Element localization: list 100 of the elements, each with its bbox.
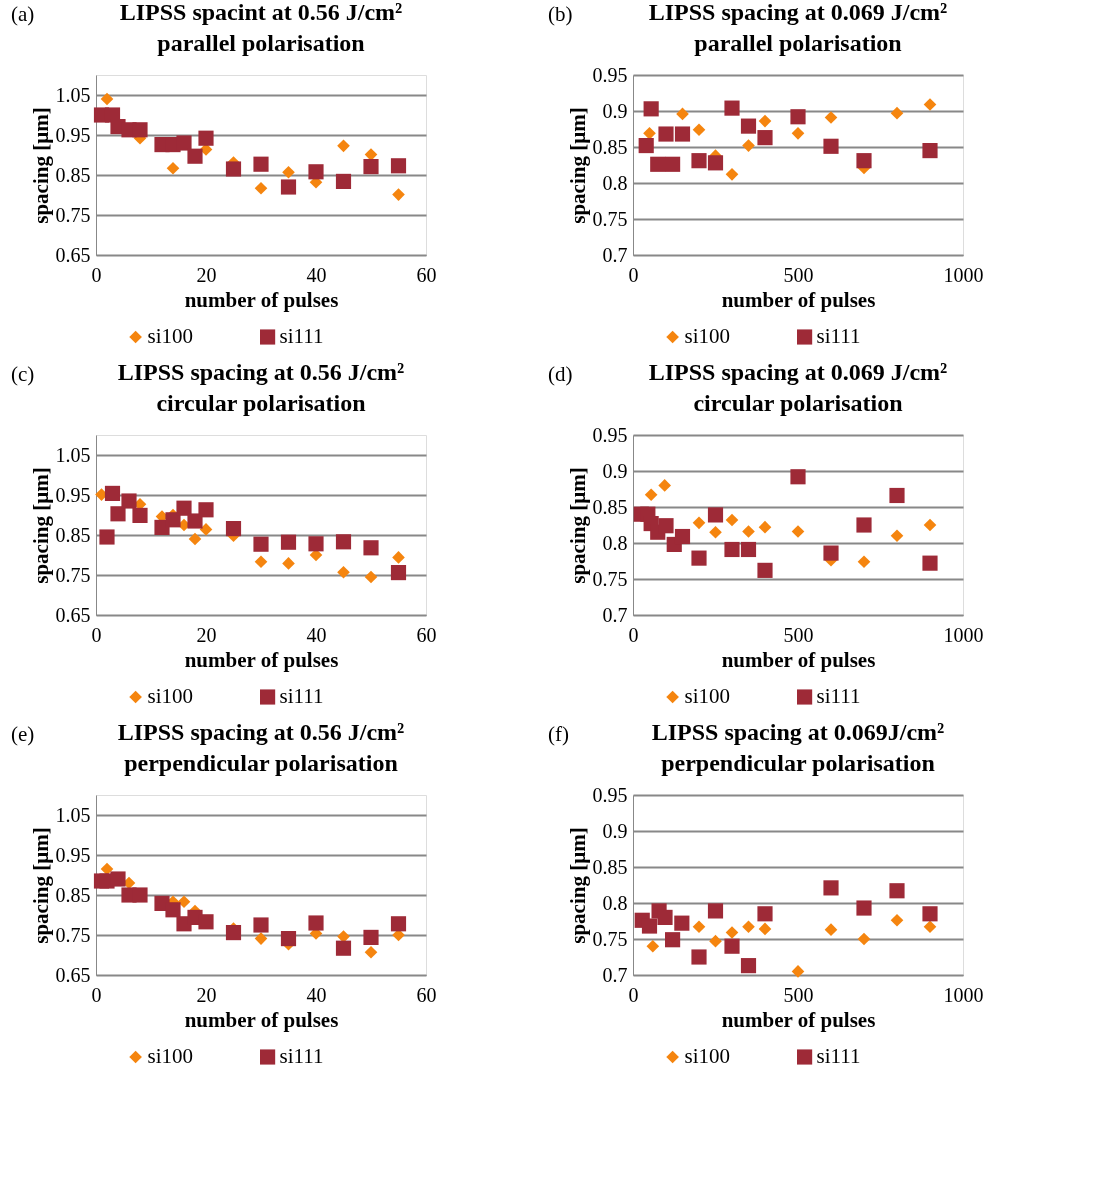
point — [758, 114, 772, 128]
chart-subtitle: parallel polarisation — [157, 30, 365, 56]
x-tick-label: 40 — [306, 623, 327, 646]
point — [758, 922, 772, 936]
chart-subtitle: parallel polarisation — [694, 30, 902, 56]
point — [337, 139, 350, 153]
y-tick-label: 0.75 — [592, 207, 628, 230]
point — [665, 156, 681, 172]
point — [225, 521, 242, 537]
point — [724, 938, 740, 954]
point — [709, 934, 722, 948]
point — [674, 126, 691, 142]
x-tick-label: 500 — [783, 263, 814, 286]
y-axis-title: spacing [µm] — [565, 467, 590, 584]
point — [890, 529, 904, 543]
point — [282, 165, 295, 179]
point — [824, 923, 838, 936]
point — [335, 534, 352, 550]
point — [364, 570, 378, 584]
text: (d) — [548, 362, 573, 386]
y-tick-label: 0.85 — [592, 855, 628, 878]
point — [646, 939, 660, 953]
point — [757, 906, 773, 922]
point — [692, 123, 706, 137]
legend-label: si111 — [279, 324, 324, 348]
point — [308, 915, 324, 931]
y-tick-label: 0.65 — [55, 243, 91, 266]
point — [890, 106, 904, 120]
point — [691, 153, 707, 169]
point — [923, 98, 937, 111]
point — [282, 557, 295, 570]
point — [742, 920, 755, 934]
point — [99, 529, 115, 545]
y-tick-label: 0.9 — [602, 819, 628, 842]
x-axis-title: number of pulses — [721, 1007, 876, 1032]
point — [335, 940, 352, 956]
point — [392, 188, 405, 201]
point — [390, 565, 407, 581]
point — [110, 506, 126, 522]
point — [308, 164, 324, 180]
point — [335, 173, 352, 189]
point — [308, 536, 324, 552]
point — [364, 945, 378, 959]
point — [363, 159, 379, 175]
point — [225, 161, 242, 177]
x-tick-label: 0 — [91, 263, 102, 286]
point — [638, 137, 654, 154]
point — [100, 862, 114, 876]
x-tick-label: 60 — [416, 983, 437, 1006]
y-tick-label: 0.85 — [55, 163, 91, 186]
point — [676, 107, 689, 121]
text: (f) — [548, 722, 569, 746]
y-tick-label: 0.95 — [592, 783, 628, 806]
point — [280, 179, 297, 195]
point — [665, 932, 681, 948]
point — [856, 517, 872, 533]
point — [176, 500, 192, 516]
point — [857, 555, 871, 569]
legend-label: si111 — [816, 324, 861, 348]
point — [922, 555, 938, 571]
y-tick-label: 0.8 — [602, 891, 628, 914]
x-tick-label: 1000 — [943, 623, 984, 646]
point — [198, 502, 214, 518]
y-tick-label: 0.95 — [55, 843, 91, 866]
point — [650, 156, 666, 172]
y-tick-label: 1.05 — [55, 803, 91, 826]
point — [254, 181, 268, 195]
point — [225, 925, 242, 941]
point — [132, 507, 148, 523]
legend-label: si100 — [147, 324, 194, 348]
x-axis-title: number of pulses — [721, 647, 876, 672]
point — [643, 101, 659, 117]
point — [742, 525, 755, 538]
y-tick-label: 0.7 — [602, 963, 628, 986]
point — [100, 92, 114, 106]
point — [390, 916, 407, 932]
chart-title: LIPSS spacing at 0.069J/cm² — [651, 719, 945, 745]
y-tick-label: 0.85 — [592, 495, 628, 518]
point — [166, 161, 180, 175]
point — [691, 949, 707, 965]
chart-title: LIPSS spacint at 0.56 J/cm² — [119, 0, 403, 25]
point — [707, 903, 724, 919]
legend-label: si100 — [147, 1044, 194, 1068]
point — [758, 520, 772, 534]
chart-title: LIPSS spacing at 0.069 J/cm² — [648, 0, 948, 25]
point — [692, 920, 706, 934]
x-tick-label: 500 — [783, 623, 814, 646]
chart-title: LIPSS spacing at 0.56 J/cm² — [117, 719, 405, 745]
point — [658, 518, 674, 534]
point — [923, 920, 937, 934]
point — [188, 532, 202, 546]
y-tick-label: 0.75 — [55, 203, 91, 226]
point — [104, 485, 121, 501]
chart-subtitle: circular polarisation — [693, 390, 903, 416]
point — [254, 555, 268, 569]
y-tick-label: 0.7 — [602, 603, 628, 626]
point — [790, 109, 806, 125]
point — [742, 139, 755, 152]
point — [707, 507, 724, 523]
point — [132, 122, 148, 138]
